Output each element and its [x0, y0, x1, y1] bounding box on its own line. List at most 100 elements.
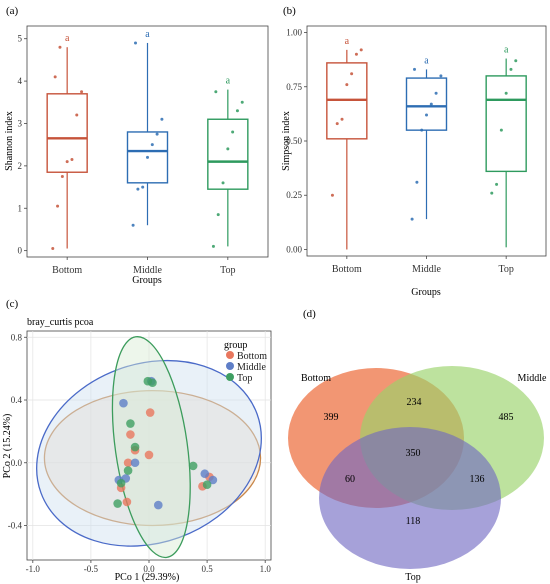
point-bottom [123, 458, 133, 468]
c-y-tick-label: 0.4 [11, 395, 23, 405]
point-top [126, 419, 135, 428]
a-y-tick-label: 0 [18, 246, 23, 256]
panel-c-y-axis-title: PCo 2 (15.24%) [2, 414, 13, 479]
point-top [113, 499, 122, 508]
legend-entry-bottom: Bottom [237, 351, 267, 362]
legend-entry-top: Top [237, 373, 252, 384]
iqr-box [405, 77, 448, 131]
c-y-tick-label: 0.8 [11, 332, 23, 342]
a-box-middle: a [126, 29, 169, 227]
point-bottom [144, 450, 154, 460]
point-top [188, 461, 198, 471]
data-point [226, 147, 230, 151]
legend-title: group [224, 340, 247, 351]
b-y-tick-label: 0.50 [286, 136, 302, 146]
panel-c-x-axis-title: PCo 1 (29.39%) [115, 572, 180, 583]
data-point [75, 113, 79, 117]
data-point [235, 109, 239, 113]
data-point [345, 83, 349, 87]
point-bottom [122, 497, 132, 507]
data-point [335, 122, 339, 126]
confidence-ellipse-top [111, 336, 191, 559]
b-box-middle: a [405, 55, 448, 221]
venn-count-middle-only: 485 [499, 412, 514, 423]
iqr-box [207, 118, 249, 190]
data-point [56, 204, 60, 208]
data-point [413, 67, 416, 71]
data-point [134, 41, 137, 45]
data-point [80, 90, 84, 94]
data-point [131, 223, 135, 227]
data-point [340, 117, 344, 121]
data-point [354, 52, 358, 56]
data-point [136, 187, 140, 191]
significance-letter: a [345, 36, 350, 47]
venn-count-bottom-only: 399 [324, 412, 339, 423]
venn-label-bottom: Bottom [301, 373, 331, 384]
data-point [211, 244, 215, 248]
data-point [509, 67, 513, 71]
data-point [231, 130, 235, 134]
venn-label-middle: Middle [518, 373, 547, 384]
panel-c-label: (c) [6, 298, 19, 310]
b-y-tick-label: 1.00 [286, 28, 302, 38]
point-middle [208, 475, 218, 485]
a-x-tick-label-bottom: Bottom [52, 265, 82, 276]
panel-d-label: (d) [303, 308, 316, 320]
panel-c-pcoa-scatter: (c) bray_curtis pcoa -1.0 -0.5 0.0 0.5 1.0 -0… [2, 298, 272, 583]
venn-set-top [319, 427, 501, 569]
data-point [359, 48, 363, 52]
significance-letter: a [226, 76, 231, 87]
data-point [150, 143, 154, 147]
data-point [141, 185, 145, 189]
data-point [70, 158, 74, 162]
venn-count-all: 350 [406, 448, 421, 459]
point-top [116, 478, 126, 488]
data-point [214, 90, 218, 94]
data-point [495, 182, 499, 186]
data-point [65, 160, 69, 164]
data-point [415, 180, 419, 184]
venn-count-top-only: 118 [406, 516, 421, 527]
data-point [155, 132, 159, 136]
a-x-tick-label-top: Top [220, 265, 235, 276]
data-point [410, 217, 414, 221]
panel-b-y-axis-title: Simpson index [281, 111, 292, 171]
panel-b-x-axis-title: Groups [411, 287, 441, 298]
b-y-tick-label: 0.75 [286, 82, 302, 92]
b-y-tick-label: 0.25 [286, 190, 302, 200]
legend-swatch-top [226, 373, 234, 381]
data-point [499, 128, 503, 132]
data-point [350, 72, 354, 76]
a-y-tick-label: 3 [18, 118, 23, 128]
legend-swatch-middle [226, 362, 234, 370]
data-point [216, 213, 220, 217]
data-point [330, 193, 334, 197]
data-point [490, 191, 494, 195]
b-y-tick-label: 0.00 [286, 244, 302, 254]
b-box-top: a [485, 45, 527, 248]
c-y-tick-label: 0.0 [11, 458, 23, 468]
venn-label-top: Top [405, 572, 420, 583]
point-middle [153, 500, 163, 510]
data-point [439, 74, 443, 78]
b-x-tick-label-bottom: Bottom [332, 264, 362, 275]
data-point [160, 117, 164, 121]
confidence-ellipse-bottom [43, 389, 262, 527]
venn-count-middle-top: 136 [470, 474, 485, 485]
panel-a-y-axis-title: Shannon index [4, 111, 15, 171]
data-point [434, 91, 438, 95]
c-x-tick-label: -0.5 [84, 564, 99, 574]
point-top [130, 442, 140, 452]
a-y-tick-label: 4 [18, 76, 23, 86]
c-x-tick-label: 1.0 [260, 564, 272, 574]
data-point [146, 155, 149, 159]
data-point [60, 174, 64, 178]
a-x-tick-label-middle: Middle [133, 265, 162, 276]
iqr-box [485, 75, 527, 173]
point-top [202, 480, 212, 490]
panel-a-shannon-boxplot: (a) 0 1 2 3 4 5 Bottom Middle Top a a a Groups Sha… [4, 5, 269, 286]
point-middle [119, 398, 128, 408]
